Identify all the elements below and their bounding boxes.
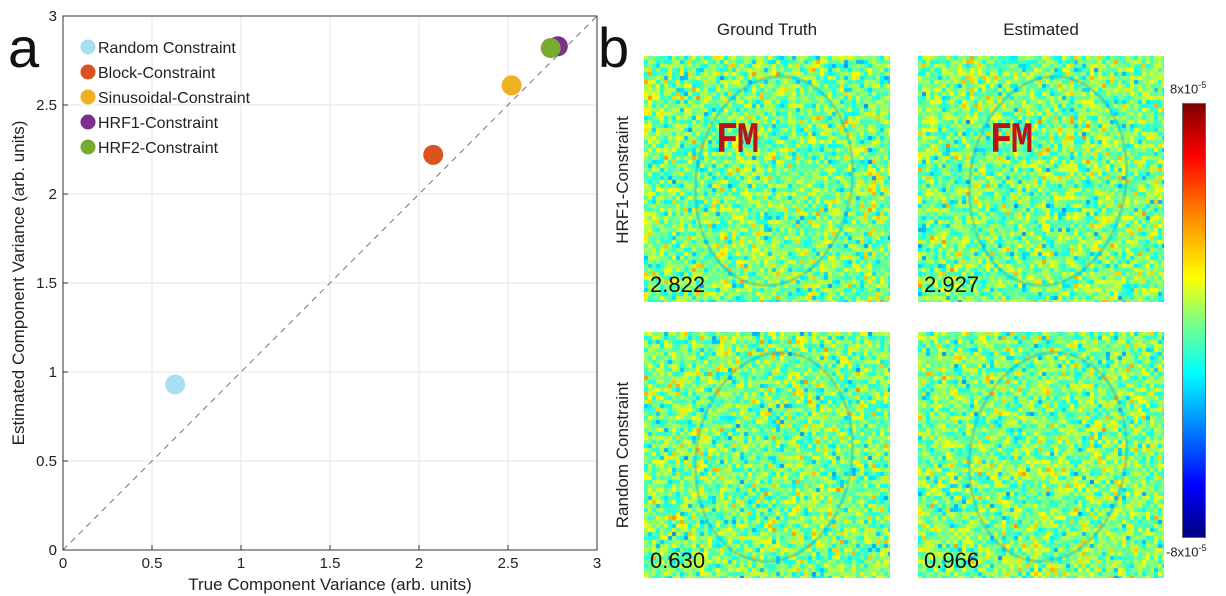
map-value: 0.630 (650, 548, 706, 573)
legend-label: Block-Constraint (98, 65, 216, 82)
data-point (540, 38, 561, 59)
x-tick-label: 0 (59, 555, 67, 572)
x-tick-label: 1.5 (320, 555, 341, 572)
y-tick-label: 0.5 (36, 453, 57, 470)
y-tick-label: 1.5 (36, 275, 57, 292)
x-tick-label: 0.5 (142, 555, 163, 572)
map-random-estimated: 0.966 (918, 332, 1164, 578)
fm-overlay: FM (716, 116, 759, 166)
colorbar (1182, 103, 1206, 538)
y-tick-label: 3 (49, 8, 57, 25)
data-point (423, 144, 444, 165)
noise-map-canvas (918, 56, 1164, 302)
noise-map-canvas (644, 56, 890, 302)
legend-label: HRF2-Constraint (98, 140, 219, 157)
col-header-estimated: Estimated (1003, 20, 1079, 39)
noise-map-canvas (644, 332, 890, 578)
map-hrf1-ground-truth: FM 2.822 (644, 56, 890, 302)
map-random-ground-truth: 0.630 (644, 332, 890, 578)
x-tick-label: 2 (415, 555, 423, 572)
row-header-hrf1: HRF1-Constraint (613, 116, 632, 244)
legend-marker (80, 114, 96, 130)
legend-label: HRF1-Constraint (98, 115, 219, 132)
y-tick-label: 2.5 (36, 97, 57, 114)
data-point (501, 75, 522, 96)
noise-map-canvas (918, 332, 1164, 578)
x-tick-label: 3 (593, 555, 601, 572)
panel-b-letter: b (598, 16, 630, 79)
map-hrf1-estimated: FM 2.927 (918, 56, 1164, 302)
y-tick-label: 1 (49, 364, 57, 381)
panel-a-letter: a (8, 16, 40, 79)
row-header-random: Random Constraint (613, 381, 632, 529)
legend-marker (80, 89, 96, 105)
identity-line (62, 15, 598, 551)
legend-label: Random Constraint (98, 40, 236, 57)
y-tick-label: 0 (49, 542, 57, 559)
x-tick-label: 2.5 (498, 555, 519, 572)
legend-label: Sinusoidal-Constraint (98, 90, 251, 107)
x-axis-label: True Component Variance (arb. units) (188, 575, 471, 594)
y-tick-label: 2 (49, 186, 57, 203)
x-tick-label: 1 (237, 555, 245, 572)
map-value: 2.822 (650, 272, 706, 297)
data-point (165, 374, 186, 395)
colorbar-max-label: 8x10-5 (1170, 80, 1207, 97)
col-header-ground-truth: Ground Truth (716, 20, 818, 39)
y-axis-label: Estimated Component Variance (arb. units… (9, 121, 28, 446)
colorbar-min-label: -8x10-5 (1166, 543, 1207, 560)
map-value: 0.966 (924, 548, 980, 573)
scatter-chart: 0 0.5 1 1.5 2 2.5 3 0 0.5 1 1.5 2 2.5 3 True Component… (9, 8, 601, 594)
legend-marker (80, 39, 96, 55)
legend-marker (80, 64, 96, 80)
legend-marker (80, 139, 96, 155)
map-value: 2.927 (924, 272, 980, 297)
fm-overlay: FM (990, 116, 1033, 166)
